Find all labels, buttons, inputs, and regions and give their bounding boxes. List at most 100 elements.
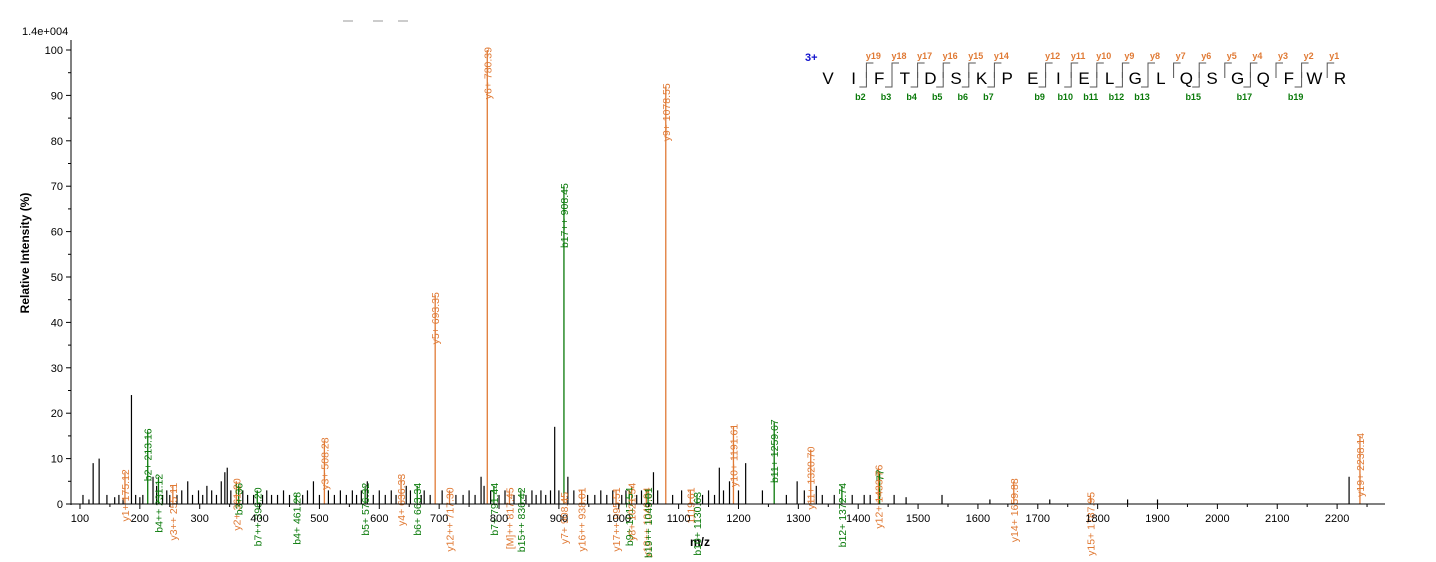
peak-label: b4++ 231.12 bbox=[153, 474, 165, 533]
residue: L bbox=[1156, 69, 1165, 88]
y-ion-bracket bbox=[865, 62, 874, 78]
y-tick-label: 10 bbox=[51, 454, 63, 466]
b-ion-bracket bbox=[987, 72, 995, 88]
y-tick-label: 50 bbox=[51, 272, 63, 284]
residue: V bbox=[822, 69, 834, 88]
y-ion-label: y1 bbox=[1329, 51, 1339, 61]
peak-label: y11+ 1320.70 bbox=[806, 446, 818, 509]
peak-label: b5+ 576.32 bbox=[360, 483, 372, 536]
peaks-layer bbox=[82, 50, 1361, 504]
y-tick-label: 80 bbox=[51, 136, 63, 148]
b-ion-bracket bbox=[859, 72, 867, 88]
y-ion-bracket bbox=[891, 62, 899, 78]
x-tick-label: 900 bbox=[550, 513, 568, 525]
y-ion-bracket bbox=[1326, 62, 1335, 78]
x-tick-label: 1500 bbox=[906, 513, 930, 525]
peak-label: y1+ 175.12 bbox=[120, 469, 132, 521]
y-ion-label: y16 bbox=[943, 51, 958, 61]
residue: F bbox=[874, 69, 884, 88]
y-ion-bracket bbox=[993, 62, 1002, 78]
peak-label: b7+ 791.44 bbox=[489, 483, 501, 536]
x-tick-label: 1700 bbox=[1026, 513, 1050, 525]
residue: F bbox=[1284, 69, 1294, 88]
residue: I bbox=[1056, 69, 1061, 88]
b-ion-label: b19 bbox=[1288, 92, 1304, 102]
x-tick-label: 600 bbox=[370, 513, 388, 525]
y-axis-title: Relative Intensity (%) bbox=[18, 193, 32, 314]
b-ion-label: b13 bbox=[1134, 92, 1150, 102]
y-ion-label: y5 bbox=[1227, 51, 1237, 61]
y-ion-bracket bbox=[942, 62, 951, 78]
y-ion-label: y18 bbox=[891, 51, 906, 61]
y-ion-label: y8 bbox=[1150, 51, 1160, 61]
x-tick-label: 200 bbox=[131, 513, 149, 525]
y-ion-bracket bbox=[1275, 62, 1283, 78]
y-ion-bracket bbox=[1045, 62, 1053, 78]
peak-label: y12+ 1433.76 bbox=[873, 465, 885, 529]
residue: G bbox=[1129, 69, 1142, 88]
b-ion-bracket bbox=[1064, 72, 1072, 88]
peak-label: b19++ 1049.01 bbox=[643, 487, 655, 558]
peak-label: b2+ 213.16 bbox=[143, 428, 155, 481]
x-tick-label: 1100 bbox=[667, 513, 691, 525]
y-ion-bracket bbox=[1198, 62, 1207, 78]
peak-label: b4+ 461.28 bbox=[291, 492, 303, 545]
b-ion-label: b4 bbox=[906, 92, 917, 102]
peak-label: b6+ 663.34 bbox=[412, 483, 424, 536]
y-ion-label: y7 bbox=[1176, 51, 1186, 61]
max-intensity-label: 1.4e+004 bbox=[22, 26, 68, 38]
y-ion-label: y3 bbox=[1278, 51, 1288, 61]
y-ion-label: y17 bbox=[917, 51, 932, 61]
residue: G bbox=[1231, 69, 1244, 88]
b-ion-label: b17 bbox=[1237, 92, 1253, 102]
charge-label: 3+ bbox=[805, 52, 818, 64]
x-tick-label: 1400 bbox=[846, 513, 870, 525]
residue: S bbox=[1206, 69, 1217, 88]
y-tick-label: 20 bbox=[51, 408, 63, 420]
b-ion-bracket bbox=[1141, 72, 1149, 88]
b-ion-label: b7 bbox=[983, 92, 994, 102]
peak-label: y4+ 636.33 bbox=[396, 474, 408, 526]
peak-label: b9+ 1017.54 bbox=[624, 487, 636, 546]
peak-label: b17++ 908.45 bbox=[559, 183, 571, 248]
peak-label: y16++ 938.01 bbox=[577, 487, 589, 551]
peak-label: y7+ 908.45 bbox=[559, 492, 571, 544]
y-ion-bracket bbox=[1173, 62, 1181, 78]
y-tick-label: 60 bbox=[51, 227, 63, 239]
y-tick-label: 90 bbox=[51, 90, 63, 102]
peak-label: b12+ 1372.74 bbox=[837, 483, 849, 548]
peak-label: y19+ 2238.14 bbox=[1355, 433, 1367, 497]
b-ion-label: b15 bbox=[1185, 92, 1201, 102]
y-ion-label: y10 bbox=[1096, 51, 1111, 61]
b-ion-label: b12 bbox=[1109, 92, 1125, 102]
b-ion-label: b11 bbox=[1083, 92, 1098, 102]
b-ion-bracket bbox=[910, 72, 919, 88]
b-ion-bracket bbox=[936, 72, 944, 88]
x-tick-label: 2000 bbox=[1205, 513, 1229, 525]
y-ion-label: y4 bbox=[1252, 51, 1262, 61]
x-tick-label: 400 bbox=[250, 513, 268, 525]
axes-layer: 100 200 300 400 500 600 700 800 900 1000 1100 1200 1… bbox=[45, 40, 1385, 525]
peak-label: y3+ 508.28 bbox=[319, 437, 331, 489]
x-axis-title: m/z bbox=[690, 535, 710, 549]
b-ion-bracket bbox=[1243, 72, 1251, 88]
b-ion-label: b5 bbox=[932, 92, 943, 102]
y-tick-label: 100 bbox=[45, 45, 63, 57]
y-ion-label: y2 bbox=[1304, 51, 1314, 61]
residue: Q bbox=[1180, 69, 1193, 88]
residue: S bbox=[950, 69, 961, 88]
y-ion-bracket bbox=[1224, 62, 1232, 78]
x-tick-label: 2200 bbox=[1325, 513, 1349, 525]
x-tick-label: 300 bbox=[191, 513, 209, 525]
peak-label: y14+ 1659.88 bbox=[1009, 478, 1021, 542]
peak-label: y10+ 1191.61 bbox=[728, 424, 740, 487]
peak-label: y15+ 1787.95 bbox=[1085, 492, 1097, 556]
y-ion-label: y14 bbox=[994, 51, 1009, 61]
b-ion-label: b6 bbox=[958, 92, 969, 102]
x-tick-label: 1300 bbox=[786, 513, 810, 525]
b-ion-bracket bbox=[1115, 72, 1123, 88]
residue: E bbox=[1027, 69, 1038, 88]
peak-label: y6+ 780.39 bbox=[482, 47, 494, 99]
